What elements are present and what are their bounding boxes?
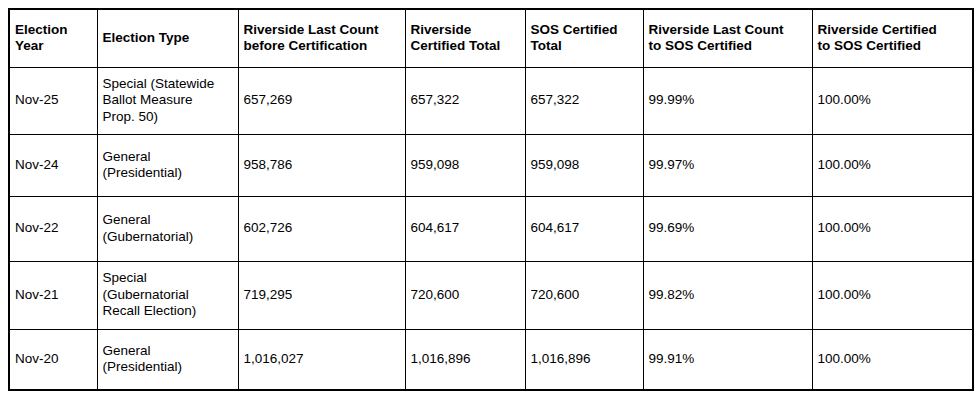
header-row: Election Year Election Type Riverside La…: [9, 9, 973, 67]
cell-last-count: 1,016,027: [238, 329, 405, 390]
cell-last-count-pct: 99.91%: [643, 329, 812, 390]
table-row-nov-25: Nov-25 Special (Statewide Ballot Measure…: [9, 67, 973, 134]
cell-last-count: 602,726: [238, 196, 405, 261]
cell-election-year: Nov-25: [9, 67, 97, 134]
table-row-nov-21: Nov-21 Special (Gubernatorial Recall Ele…: [9, 261, 973, 329]
election-table-container: Election Year Election Type Riverside La…: [8, 8, 974, 391]
cell-last-count: 958,786: [238, 134, 405, 196]
column-header-last-count-to-sos: Riverside Last Count to SOS Certified: [643, 9, 812, 67]
cell-certified-pct: 100.00%: [812, 196, 973, 261]
cell-last-count-pct: 99.82%: [643, 261, 812, 329]
column-header-riverside-certified-total: Riverside Certified Total: [405, 9, 525, 67]
column-header-sos-certified-total: SOS Certified Total: [525, 9, 643, 67]
cell-last-count: 719,295: [238, 261, 405, 329]
cell-last-count: 657,269: [238, 67, 405, 134]
table-row-nov-20: Nov-20 General (Presidential) 1,016,027 …: [9, 329, 973, 390]
cell-election-type: General (Gubernatorial): [97, 196, 238, 261]
cell-election-type: Special (Statewide Ballot Measure Prop. …: [97, 67, 238, 134]
cell-election-type: General (Presidential): [97, 134, 238, 196]
cell-certified-pct: 100.00%: [812, 261, 973, 329]
cell-sos-total: 657,322: [525, 67, 643, 134]
cell-election-year: Nov-24: [9, 134, 97, 196]
cell-sos-total: 720,600: [525, 261, 643, 329]
column-header-certified-to-sos: Riverside Certified to SOS Certified: [812, 9, 973, 67]
cell-sos-total: 1,016,896: [525, 329, 643, 390]
cell-certified-pct: 100.00%: [812, 329, 973, 390]
cell-certified-pct: 100.00%: [812, 67, 973, 134]
cell-election-year: Nov-21: [9, 261, 97, 329]
cell-certified-pct: 100.00%: [812, 134, 973, 196]
table-row-nov-22: Nov-22 General (Gubernatorial) 602,726 6…: [9, 196, 973, 261]
column-header-election-type: Election Type: [97, 9, 238, 67]
cell-certified-total: 959,098: [405, 134, 525, 196]
column-header-riverside-last-count: Riverside Last Count before Certificatio…: [238, 9, 405, 67]
cell-election-year: Nov-22: [9, 196, 97, 261]
cell-election-type: Special (Gubernatorial Recall Election): [97, 261, 238, 329]
cell-certified-total: 720,600: [405, 261, 525, 329]
cell-sos-total: 959,098: [525, 134, 643, 196]
cell-election-year: Nov-20: [9, 329, 97, 390]
cell-last-count-pct: 99.69%: [643, 196, 812, 261]
cell-last-count-pct: 99.97%: [643, 134, 812, 196]
cell-certified-total: 604,617: [405, 196, 525, 261]
cell-certified-total: 1,016,896: [405, 329, 525, 390]
cell-last-count-pct: 99.99%: [643, 67, 812, 134]
table-row-nov-24: Nov-24 General (Presidential) 958,786 95…: [9, 134, 973, 196]
column-header-election-year: Election Year: [9, 9, 97, 67]
cell-certified-total: 657,322: [405, 67, 525, 134]
cell-sos-total: 604,617: [525, 196, 643, 261]
election-certification-table: Election Year Election Type Riverside La…: [8, 8, 974, 391]
cell-election-type: General (Presidential): [97, 329, 238, 390]
